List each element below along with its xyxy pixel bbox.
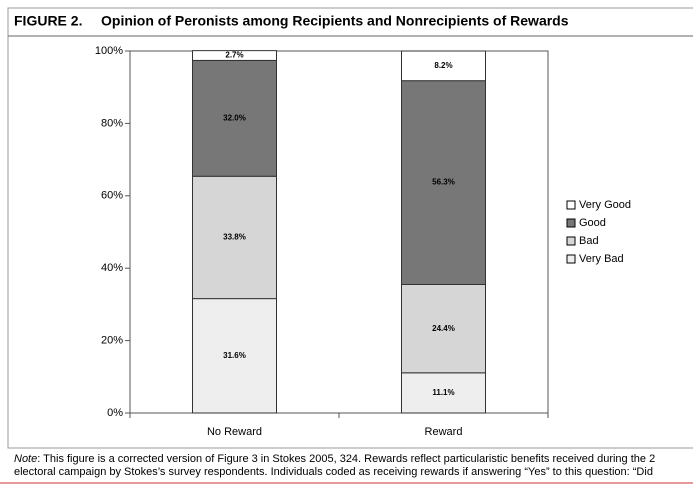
- bar-segment: [401, 372, 486, 414]
- figure-label: FIGURE 2.: [14, 13, 82, 29]
- legend-swatch: [566, 200, 576, 210]
- chart-title: Opinion of Peronists among Recipients an…: [101, 13, 569, 29]
- y-tick-label: 20%: [101, 335, 123, 347]
- bar-segment: [192, 175, 277, 300]
- bar-segment: [192, 59, 277, 177]
- note-line: : This figure is a corrected version of …: [37, 453, 655, 465]
- legend-label: Very Good: [579, 199, 631, 211]
- note: Note: This figure is a corrected version…: [14, 453, 655, 465]
- value-label: 33.8%: [223, 233, 246, 242]
- bar-segment: [192, 50, 277, 61]
- value-label: 11.1%: [432, 388, 454, 397]
- bar-segment: [401, 80, 486, 285]
- legend-swatch: [566, 218, 576, 228]
- legend-label: Very Bad: [579, 253, 624, 265]
- bar-segment: [401, 50, 486, 82]
- y-tick-label: 100%: [95, 45, 123, 57]
- note-line: electoral campaign by Stokes’s survey re…: [14, 466, 653, 478]
- x-tick-label: Reward: [425, 426, 463, 438]
- y-tick-label: 60%: [101, 190, 123, 202]
- value-label: 32.0%: [223, 113, 246, 122]
- bar-segment: [192, 298, 277, 414]
- value-label: 8.2%: [434, 61, 452, 70]
- legend-label: Bad: [579, 235, 599, 247]
- x-tick-label: No Reward: [207, 426, 262, 438]
- frame: [7, 7, 693, 449]
- y-tick-label: 40%: [101, 262, 123, 274]
- value-label: 2.7%: [225, 51, 243, 60]
- value-label: 24.4%: [432, 324, 455, 333]
- bar-segment: [401, 283, 486, 374]
- value-label: 31.6%: [223, 351, 246, 360]
- legend-label: Good: [579, 217, 606, 229]
- value-label: 56.3%: [432, 178, 455, 187]
- legend-swatch: [566, 254, 576, 264]
- legend-swatch: [566, 236, 576, 246]
- y-tick-label: 0%: [107, 407, 123, 419]
- y-tick-label: 80%: [101, 117, 123, 129]
- note-label: Note: [14, 453, 37, 465]
